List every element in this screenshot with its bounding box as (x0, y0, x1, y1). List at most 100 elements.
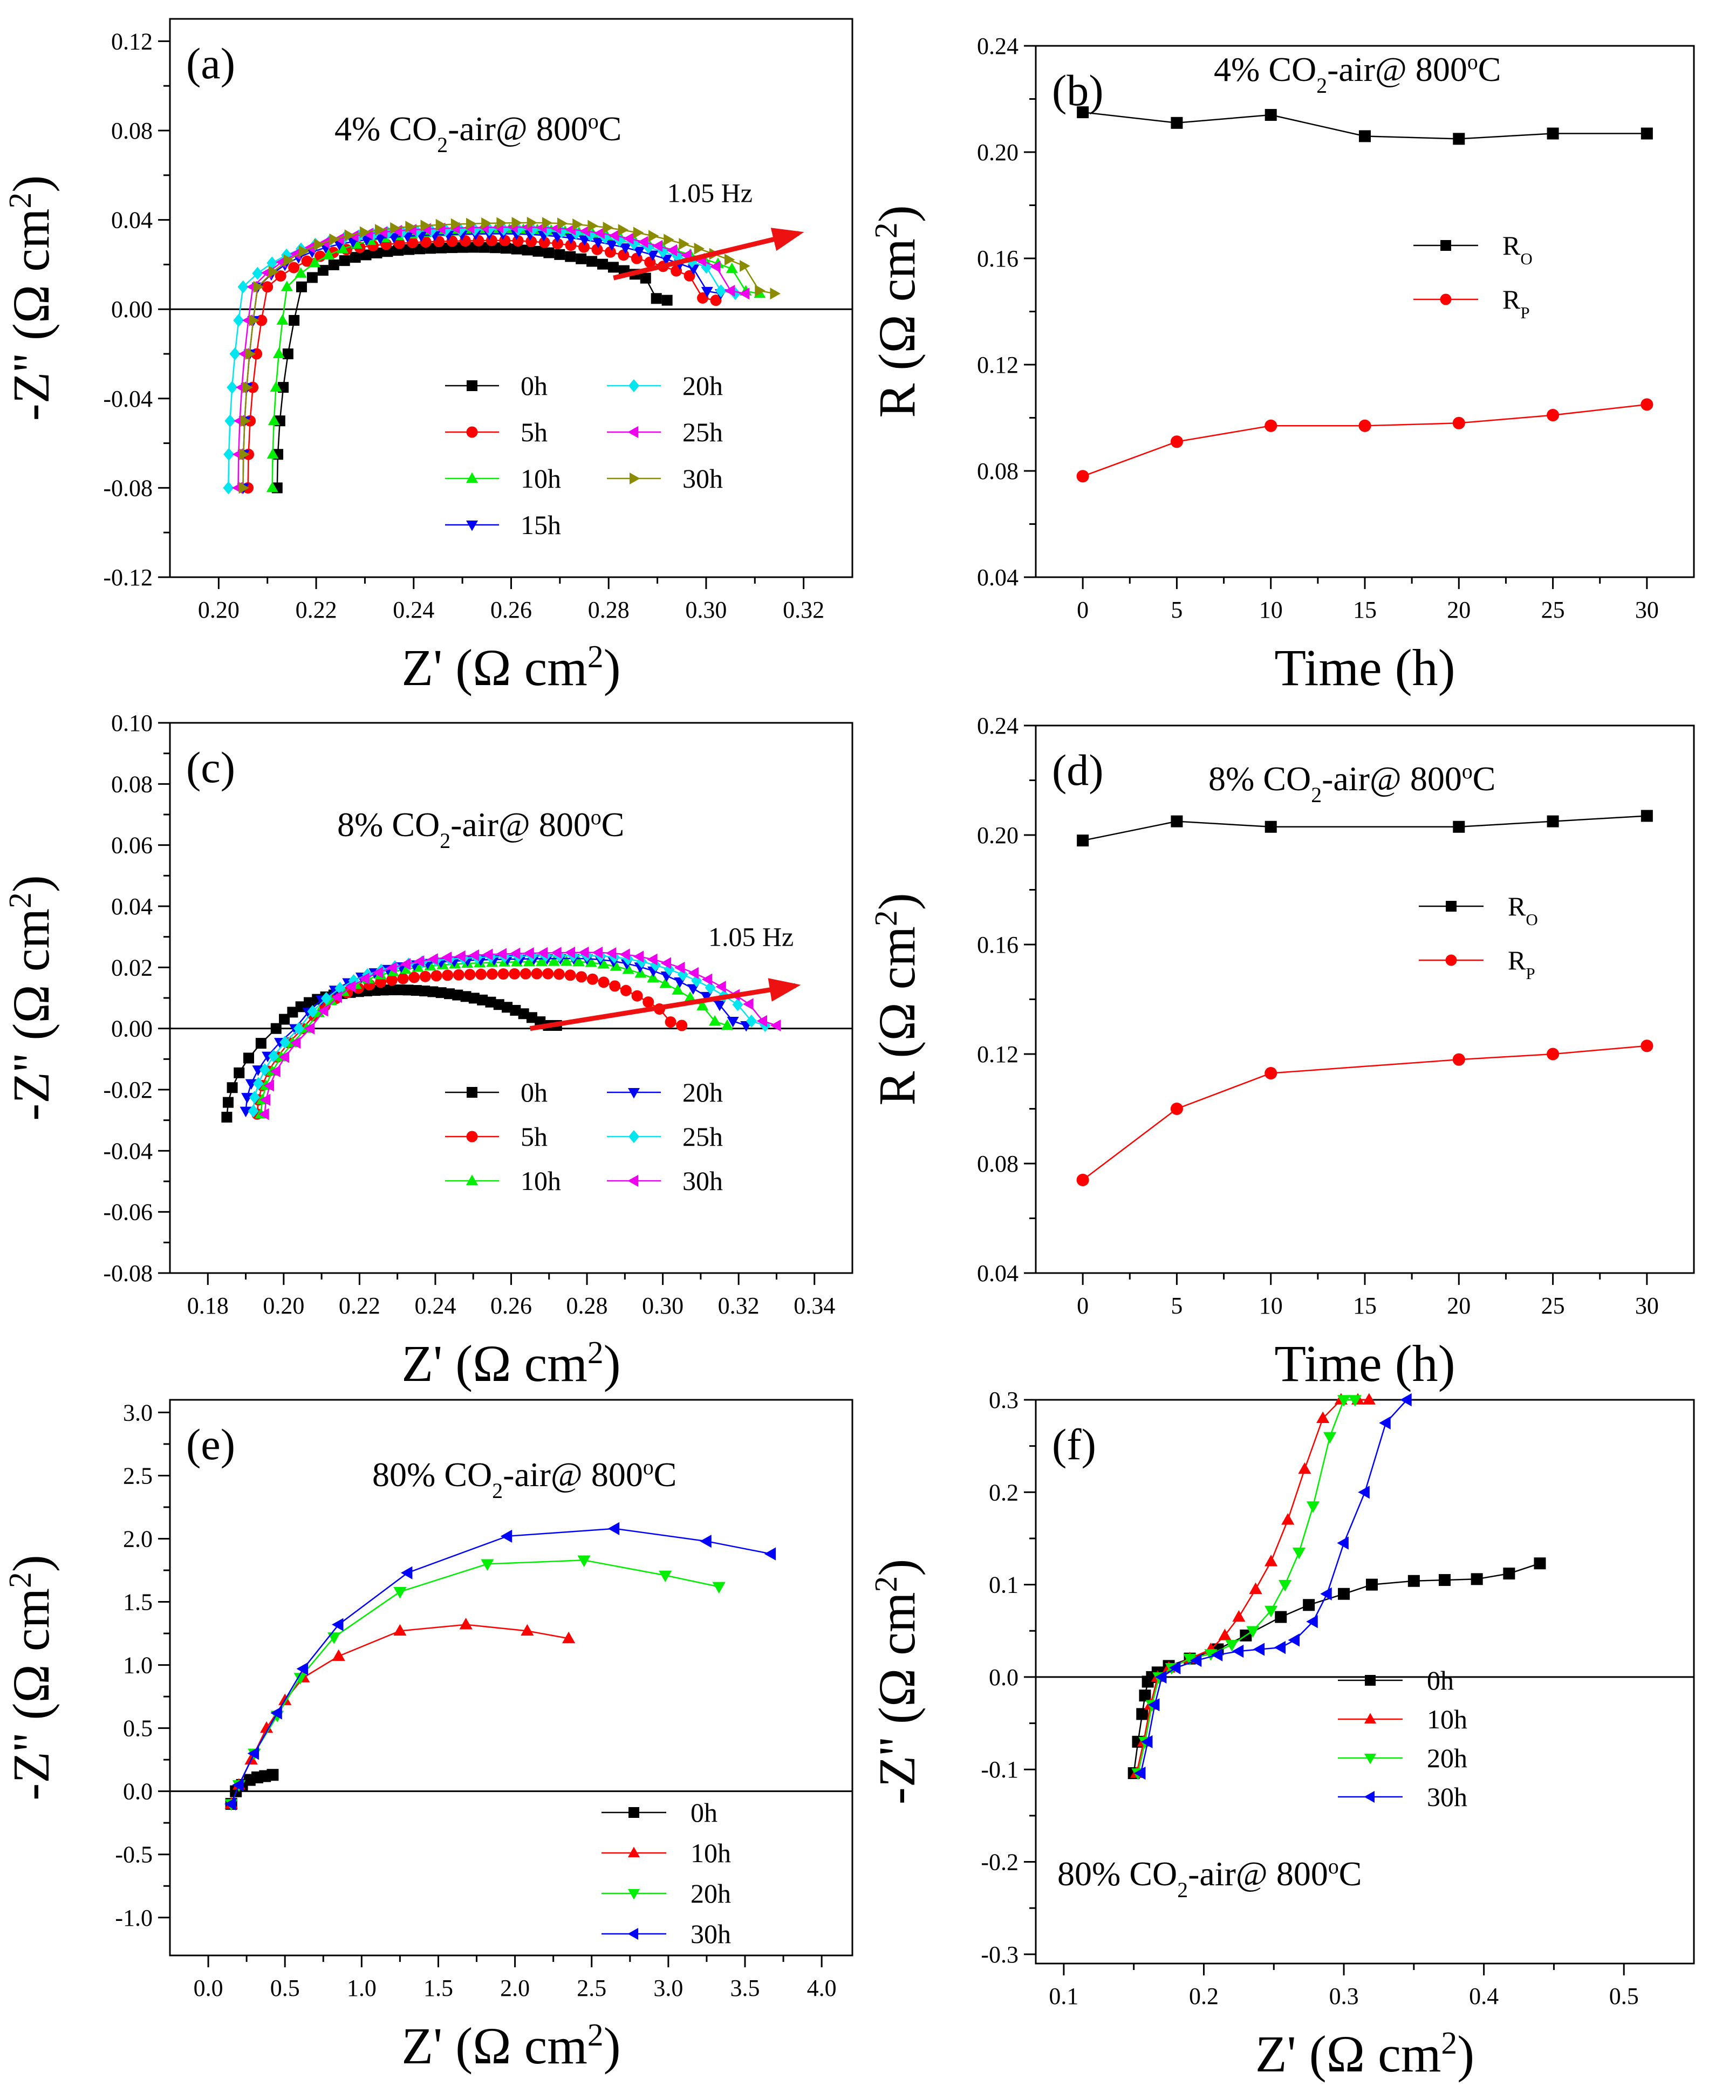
series-line (1137, 1399, 1355, 1774)
y-axis-label: -Z'' (Ω cm2) (2, 175, 60, 421)
chart-title-part: o (591, 805, 602, 829)
data-point (360, 249, 372, 261)
data-point (694, 242, 705, 255)
y-axis-label-part: R (Ω cm (868, 238, 926, 418)
data-point (587, 220, 598, 232)
data-point (411, 985, 422, 996)
series-20h (224, 1555, 726, 1811)
y-tick-label: -0.1 (981, 1756, 1019, 1783)
y-axis-label-part: -Z'' (Ω cm (2, 1588, 60, 1801)
data-point (1076, 1173, 1089, 1186)
data-point (1641, 810, 1653, 822)
legend-label: 10h (521, 1166, 561, 1196)
arrow-label-part: 1.05 Hz (708, 922, 794, 952)
data-point (666, 244, 678, 257)
legend-marker (1364, 1754, 1376, 1764)
data-point (233, 313, 244, 327)
data-point (1362, 1393, 1376, 1405)
x-tick-label-part: 20 (1447, 1292, 1471, 1319)
data-point (1453, 820, 1465, 833)
data-point (323, 249, 335, 259)
x-tick-label-part: 0.1 (1049, 1983, 1078, 2009)
x-tick-label-part: 0.5 (270, 1975, 300, 2001)
data-point (606, 240, 618, 251)
y-tick-label-part: 0.12 (977, 352, 1019, 378)
data-point (509, 968, 521, 980)
data-point (245, 1079, 257, 1090)
legend-label: 15h (521, 510, 561, 540)
data-point (710, 295, 722, 306)
data-point (597, 957, 610, 969)
y-axis-label-part: 2 (868, 910, 904, 926)
y-tick-label: -0.08 (103, 475, 153, 501)
chart-title: 4% CO2-air@ 800oC (1214, 50, 1501, 98)
x-tick-label: 0.18 (187, 1292, 229, 1319)
data-point (715, 284, 727, 298)
y-axis-label-part: 2 (868, 222, 904, 238)
y-tick-label-part: 0.10 (111, 710, 153, 736)
y-axis-label-part: ) (2, 175, 60, 193)
data-point (239, 448, 250, 461)
data-point (295, 267, 307, 278)
y-tick-label-part: 0.12 (977, 1041, 1019, 1068)
data-point (242, 381, 253, 394)
x-tick-label-part: 0.28 (588, 597, 630, 623)
y-tick-label-part: -0.02 (103, 1077, 153, 1103)
chart-title-part: C (654, 1455, 677, 1494)
data-point (223, 448, 235, 461)
x-tick-label-part: 25 (1541, 1292, 1565, 1319)
data-point (1141, 1735, 1153, 1748)
x-tick-label-part: 0.5 (1609, 1983, 1639, 2009)
data-point (603, 222, 614, 234)
data-point (296, 1662, 309, 1675)
data-point (526, 1012, 537, 1023)
data-point (715, 981, 726, 993)
y-tick-label-part: -0.04 (103, 1138, 153, 1164)
x-tick-label-part: 0.3 (1329, 1983, 1359, 2009)
legend-label: 20h (1427, 1743, 1467, 1773)
legend: 0h 10h 20h 30h (602, 1797, 731, 1949)
data-point (710, 261, 721, 273)
y-tick-label-part: 0.12 (111, 28, 153, 54)
data-point (740, 260, 750, 272)
x-tick-label: 0.26 (490, 597, 532, 623)
y-tick-label-part: 0.3 (989, 1387, 1019, 1413)
data-point (224, 1797, 236, 1811)
x-tick-label-part: 2.5 (577, 1975, 606, 2001)
y-tick-label: 0.08 (111, 118, 153, 144)
x-axis-label-part: 2 (587, 1335, 604, 1370)
data-point (531, 968, 543, 980)
data-point (1076, 470, 1089, 483)
y-tick-label: 0.06 (111, 832, 153, 859)
data-point (420, 220, 432, 232)
legend-label: RP (1502, 284, 1530, 322)
x-tick-label-part: 25 (1541, 597, 1565, 623)
legend-marker (1446, 901, 1457, 912)
x-tick-label-part: 0.26 (490, 597, 532, 623)
y-tick-label: 2.5 (123, 1462, 153, 1489)
data-point (724, 285, 735, 297)
data-point (268, 414, 280, 426)
y-tick-label: 1.0 (123, 1652, 153, 1679)
chart-title-part: C (599, 110, 622, 148)
data-point (290, 1037, 301, 1049)
legend-label: RP (1508, 945, 1535, 983)
data-point (732, 998, 743, 1011)
y-tick-label-part: 0.00 (111, 1016, 153, 1042)
arrow-head (770, 228, 804, 251)
data-point (770, 288, 781, 300)
series-line (1082, 403, 1648, 477)
data-point (665, 1016, 676, 1028)
data-point (263, 1079, 275, 1092)
arrow-label: 1.05 Hz (708, 922, 794, 952)
panel-label: (c) (186, 743, 235, 792)
data-point (1265, 109, 1277, 121)
x-tick-label: 5 (1171, 597, 1183, 623)
data-point (554, 249, 565, 260)
data-point (618, 224, 629, 236)
data-point (243, 1052, 255, 1064)
chart-title-part: 2 (1316, 74, 1327, 98)
y-tick-label-part: 0.02 (111, 954, 153, 981)
y-tick-label-part: 0.04 (111, 207, 153, 234)
